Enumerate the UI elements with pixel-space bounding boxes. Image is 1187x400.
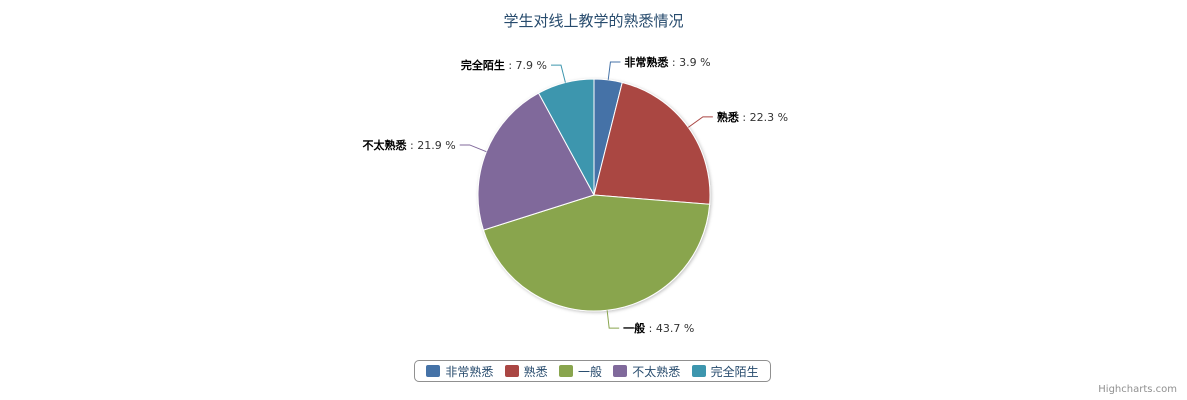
data-label-category: 一般: [623, 321, 645, 335]
data-label: 熟悉 : 22.3 %: [717, 110, 788, 124]
data-label-category: 熟悉: [717, 110, 740, 124]
pie-slice[interactable]: [482, 194, 711, 312]
data-label: 完全陌生 : 7.9 %: [461, 58, 547, 72]
label-connector: [606, 310, 620, 329]
legend-label: 非常熟悉: [445, 364, 494, 379]
chart-legend: 非常熟悉 熟悉 一般 不太熟悉 完全陌生: [414, 360, 771, 382]
legend-item[interactable]: 完全陌生: [691, 363, 759, 380]
chart-title: 学生对线上教学的熟悉情况: [503, 12, 684, 30]
legend-item[interactable]: 不太熟悉: [613, 363, 680, 380]
data-label: 不太熟悉 : 21.9 %: [363, 138, 456, 152]
legend-swatch: [504, 365, 519, 377]
data-label-value: : 22.3 %: [739, 111, 788, 124]
legend-label: 不太熟悉: [632, 364, 681, 379]
credits-link[interactable]: Highcharts.com: [1098, 384, 1177, 395]
legend-swatch: [558, 365, 573, 377]
data-label-category: 不太熟悉: [363, 138, 408, 152]
legend-item[interactable]: 一般: [558, 363, 602, 380]
label-connector: [550, 64, 566, 83]
data-label: 非常熟悉 : 3.9 %: [624, 55, 710, 69]
data-label-value: : 43.7 %: [645, 322, 694, 335]
data-label-category: 非常熟悉: [624, 55, 669, 69]
label-connector: [459, 144, 487, 153]
legend-swatch: [613, 365, 628, 377]
legend-label: 熟悉: [523, 364, 548, 379]
data-label-value: : 7.9 %: [505, 59, 547, 72]
label-connector: [607, 61, 621, 80]
data-label-value: : 3.9 %: [668, 56, 710, 69]
pie-slice[interactable]: [593, 81, 711, 205]
data-label-category: 完全陌生: [461, 58, 505, 72]
legend-label: 一般: [577, 364, 602, 379]
legend-swatch: [426, 365, 441, 377]
legend-item[interactable]: 非常熟悉: [426, 363, 493, 380]
legend-swatch: [691, 365, 706, 377]
legend-item[interactable]: 熟悉: [504, 363, 548, 380]
legend-label: 完全陌生: [710, 364, 759, 379]
pie-slice[interactable]: [477, 92, 595, 231]
label-connector: [687, 116, 713, 128]
pie-slice[interactable]: [537, 78, 595, 196]
data-label: 一般 : 43.7 %: [623, 321, 694, 335]
data-label-value: : 21.9 %: [407, 139, 456, 152]
